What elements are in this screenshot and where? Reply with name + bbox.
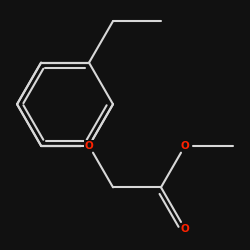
Text: O: O (180, 141, 189, 151)
Text: O: O (85, 141, 94, 151)
Text: O: O (180, 224, 189, 234)
Text: O: O (85, 141, 94, 151)
Text: O: O (85, 141, 94, 151)
